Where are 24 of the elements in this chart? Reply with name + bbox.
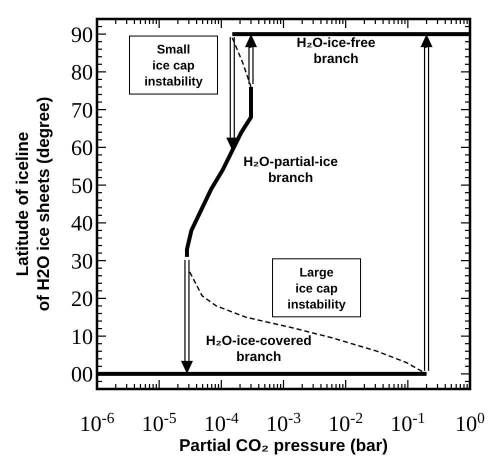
x-tick-label: 10$^{-1}$ [390,410,426,436]
annotation: H₂O-partial-ice branch [243,154,338,185]
y-tick-label: 20 [71,286,93,312]
y-axis-title: Latitude of iceline of H2O ice sheets (degree) [13,96,53,312]
annotation: Small ice cap instability [144,42,203,89]
y-tick-label: 10 [71,324,93,349]
x-tick-label: 10$^{-2}$ [328,410,364,436]
x-tick-label: 10$^{-3}$ [266,410,302,436]
x-tick-label: 10$^{-4}$ [204,410,240,436]
x-tick-label: 10$^{0}$ [455,410,486,436]
y-tick-label: 80 [71,60,93,85]
y-tick-label: 00 [71,362,93,387]
y-tick-label: 90 [71,22,93,47]
x-tick-label: 10$^{-6}$ [80,410,115,436]
y-tick-label: 40 [71,210,93,236]
y-tick-label: 50 [71,172,93,198]
y-tick-label: 30 [71,248,93,274]
y-tick-label: 70 [71,97,93,122]
x-tick-label: 10$^{-5}$ [142,410,177,436]
annotation: H₂O-ice-free branch [296,34,376,66]
y-tick-label: 60 [71,135,93,160]
annotation: H₂O-ice-covered branch [206,333,312,364]
annotation: Large ice cap instability [287,265,346,312]
x-axis-title: Partial CO₂ pressure (bar) [179,436,388,455]
